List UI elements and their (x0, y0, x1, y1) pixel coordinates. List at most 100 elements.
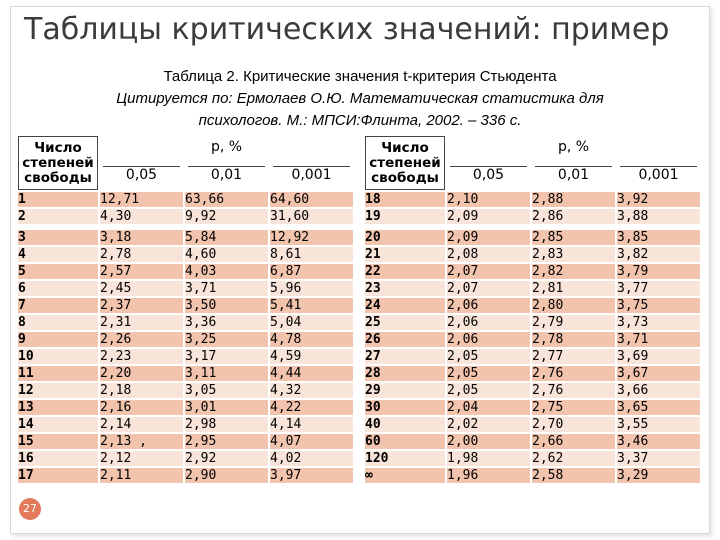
df-header-line: свободы (371, 169, 439, 186)
value-cell: 3,66 (617, 383, 700, 398)
df-cell: 19 (365, 209, 445, 224)
column-gap (355, 349, 363, 364)
value-cell: 2,76 (532, 383, 615, 398)
value-cell: 2,45 (100, 281, 183, 296)
value-cell: 2,12 (100, 451, 183, 466)
table-row: 1 12,71 63,66 64,60 18 2,10 2,88 3,92 (18, 192, 700, 207)
value-cell: 2,26 (100, 332, 183, 347)
value-cell: 5,41 (270, 298, 353, 313)
value-cell: 2,09 (447, 209, 530, 224)
df-cell: 23 (365, 281, 445, 296)
df-cell: 120 (365, 451, 445, 466)
value-cell: 2,04 (447, 400, 530, 415)
column-gap (355, 400, 363, 415)
value-cell: 3,75 (617, 298, 700, 313)
value-cell: 2,31 (100, 315, 183, 330)
value-cell: 4,07 (270, 434, 353, 449)
column-gap (355, 247, 363, 262)
value-cell: 5,96 (270, 281, 353, 296)
value-cell: 2,05 (447, 349, 530, 364)
column-gap (355, 434, 363, 449)
value-cell: 2,00 (447, 434, 530, 449)
value-cell: 3,55 (617, 417, 700, 432)
value-cell: 3,67 (617, 366, 700, 381)
value-cell: 2,05 (447, 366, 530, 381)
df-header-line: Число (34, 139, 82, 156)
value-cell: 3,71 (185, 281, 268, 296)
table-row: 17 2,11 2,90 3,97 ∞ 1,96 2,58 3,29 (18, 468, 700, 483)
value-cell: 2,90 (185, 468, 268, 483)
column-gap (355, 383, 363, 398)
value-cell: 2,78 (532, 332, 615, 347)
page-number-badge: 27 (19, 498, 41, 520)
column-gap (355, 264, 363, 279)
table-row: 15 2,13 , 2,95 4,07 60 2,00 2,66 3,46 (18, 434, 700, 449)
value-cell: 2,76 (532, 366, 615, 381)
df-cell: 25 (365, 315, 445, 330)
table-row: 12 2,18 3,05 4,32 29 2,05 2,76 3,66 (18, 383, 700, 398)
citation-line-2: психологов. М.: МПСИ:Флинта, 2002. – 336… (198, 112, 522, 129)
value-cell: 2,09 (447, 226, 530, 245)
value-cell: 2,11 (100, 468, 183, 483)
value-cell: 2,85 (532, 226, 615, 245)
table-row: 7 2,37 3,50 5,41 24 2,06 2,80 3,75 (18, 298, 700, 313)
value-cell: 3,85 (617, 226, 700, 245)
value-cell: 2,06 (447, 315, 530, 330)
table-row: 16 2,12 2,92 4,02 120 1,98 2,62 3,37 (18, 451, 700, 466)
value-cell: 3,18 (100, 226, 183, 245)
df-cell: 18 (365, 192, 445, 207)
value-cell: 2,14 (100, 417, 183, 432)
value-cell: 2,07 (447, 264, 530, 279)
df-cell: 14 (18, 417, 98, 432)
df-cell: 5 (18, 264, 98, 279)
value-cell: 4,14 (270, 417, 353, 432)
citation-line-1: Цитируется по: Ермолаев О.Ю. Математичес… (116, 90, 604, 107)
df-cell: 4 (18, 247, 98, 262)
value-cell: 3,36 (185, 315, 268, 330)
value-cell: 2,62 (532, 451, 615, 466)
value-cell: 3,92 (617, 192, 700, 207)
table-row: 2 4,30 9,92 31,60 19 2,09 2,86 3,88 (18, 209, 700, 224)
value-cell: 2,08 (447, 247, 530, 262)
value-cell: 31,60 (270, 209, 353, 224)
value-cell: 6,87 (270, 264, 353, 279)
df-cell: 40 (365, 417, 445, 432)
df-header-right: Число степеней свободы (365, 136, 445, 190)
column-gap (355, 417, 363, 432)
df-cell: 60 (365, 434, 445, 449)
table-row: 14 2,14 2,98 4,14 40 2,02 2,70 3,55 (18, 417, 700, 432)
column-gap (355, 366, 363, 381)
df-cell: 28 (365, 366, 445, 381)
df-cell: 16 (18, 451, 98, 466)
value-cell: 1,98 (447, 451, 530, 466)
df-header-line: Число (381, 139, 429, 156)
value-cell: 3,88 (617, 209, 700, 224)
level-label: 0,001 (291, 167, 332, 184)
value-cell: 3,82 (617, 247, 700, 262)
level-header: 0,001 (270, 159, 353, 190)
df-cell: 30 (365, 400, 445, 415)
value-cell: 4,32 (270, 383, 353, 398)
value-cell: 4,03 (185, 264, 268, 279)
value-cell: 4,44 (270, 366, 353, 381)
value-cell: 2,58 (532, 468, 615, 483)
value-cell: 2,10 (447, 192, 530, 207)
value-cell: 2,81 (532, 281, 615, 296)
value-cell: 2,13 , (100, 434, 183, 449)
value-cell: 3,46 (617, 434, 700, 449)
value-cell: 12,92 (270, 226, 353, 245)
value-cell: 2,66 (532, 434, 615, 449)
value-cell: 2,83 (532, 247, 615, 262)
df-cell: 8 (18, 315, 98, 330)
level-header: 0,001 (617, 159, 700, 190)
value-cell: 3,11 (185, 366, 268, 381)
level-label: 0,001 (638, 167, 679, 184)
value-cell: 2,95 (185, 434, 268, 449)
table-body: 1 12,71 63,66 64,60 18 2,10 2,88 3,92 2 4,30 9,92 3… (18, 192, 700, 483)
value-cell: 2,70 (532, 417, 615, 432)
value-cell: 64,60 (270, 192, 353, 207)
value-cell: 3,25 (185, 332, 268, 347)
column-gap (355, 226, 363, 245)
value-cell: 2,75 (532, 400, 615, 415)
table-row: 10 2,23 3,17 4,59 27 2,05 2,77 3,69 (18, 349, 700, 364)
